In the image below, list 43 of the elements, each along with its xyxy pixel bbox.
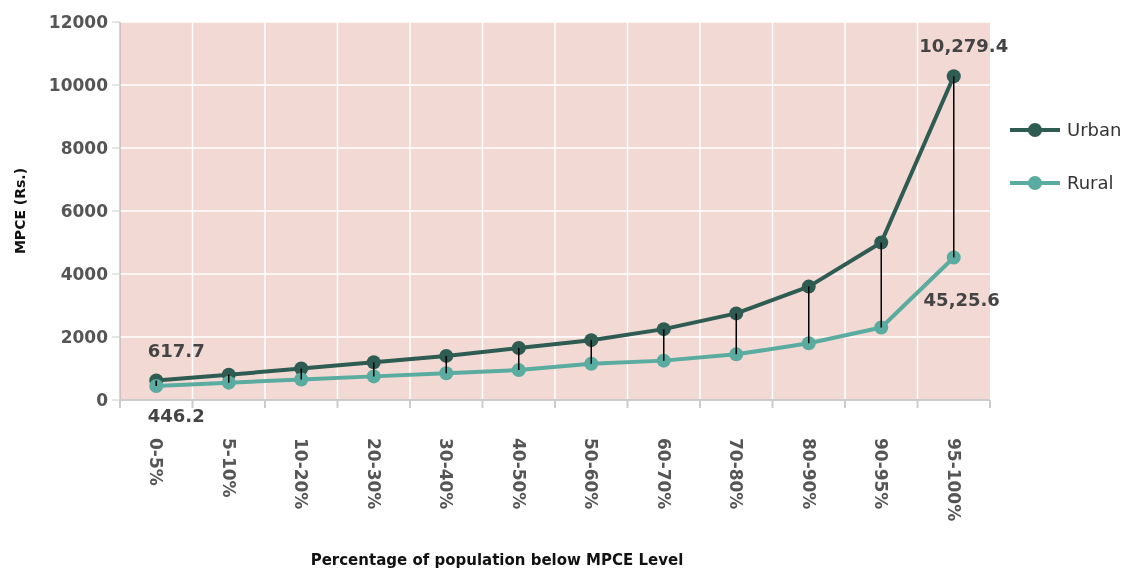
legend-label: Urban <box>1067 119 1122 141</box>
y-tick-label: 12000 <box>48 11 109 32</box>
y-tick-label: 4000 <box>60 263 109 284</box>
point <box>511 341 526 356</box>
y-tick-label: 2000 <box>60 326 109 347</box>
point <box>511 363 526 378</box>
annotation: 617.7 <box>147 339 205 361</box>
point <box>874 320 889 335</box>
x-tick-label: 30-40% <box>436 438 457 510</box>
x-axis-title: Percentage of population below MPCE Level <box>310 551 684 569</box>
point <box>584 356 599 371</box>
y-tick-label: 10000 <box>48 74 109 95</box>
point <box>439 366 454 381</box>
legend-label: Rural <box>1067 172 1114 194</box>
y-tick-label: 6000 <box>60 200 109 221</box>
x-tick-label: 60-70% <box>653 438 674 510</box>
x-tick-label: 0-5% <box>146 438 167 486</box>
y-tick-label: 0 <box>96 389 109 410</box>
point <box>729 347 744 362</box>
x-tick-label: 90-95% <box>871 438 892 510</box>
point <box>874 235 889 250</box>
x-tick-label: 10-20% <box>291 438 312 510</box>
x-tick-label: 80-90% <box>798 438 819 510</box>
annotation: 10,279.4 <box>919 35 1009 57</box>
x-tick-label: 95-100% <box>943 438 964 522</box>
point <box>946 250 961 265</box>
point <box>149 378 164 393</box>
point <box>656 322 671 337</box>
point <box>946 69 961 84</box>
point <box>366 355 381 370</box>
point <box>439 348 454 363</box>
x-tick-label: 40-50% <box>508 438 529 510</box>
x-tick-label: 20-30% <box>363 438 384 510</box>
x-tick-label: 50-60% <box>581 438 602 510</box>
x-tick-label: 70-80% <box>726 438 747 510</box>
y-axis-title: MPCE (Rs.) <box>12 167 28 255</box>
annotation: 446.2 <box>147 405 205 427</box>
y-tick-label: 8000 <box>60 137 109 158</box>
x-tick-label: 5-10% <box>218 438 239 498</box>
annotation: 45,25.6 <box>923 288 1000 310</box>
point <box>294 372 309 387</box>
point <box>729 306 744 321</box>
point <box>584 333 599 348</box>
